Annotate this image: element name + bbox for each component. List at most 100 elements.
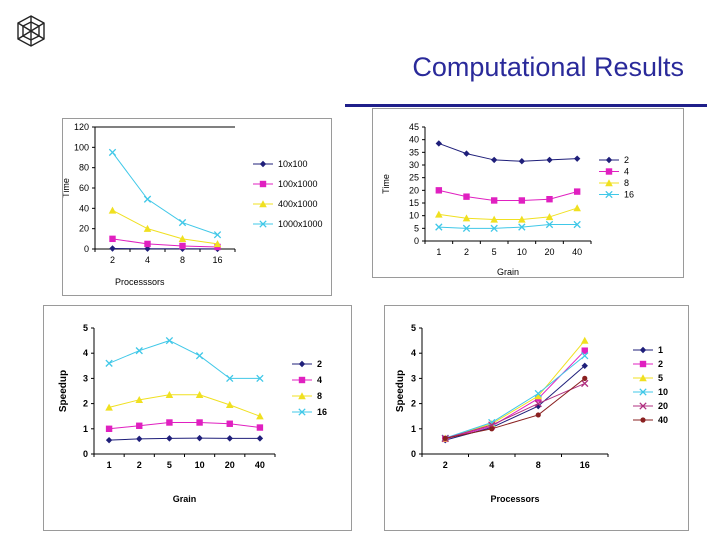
data-point bbox=[144, 240, 151, 248]
data-point bbox=[488, 421, 496, 429]
legend-item-100x1000: 100x1000 bbox=[253, 179, 318, 189]
data-point bbox=[463, 193, 470, 200]
data-point bbox=[462, 224, 471, 232]
data-point bbox=[435, 223, 443, 231]
series-line bbox=[108, 340, 260, 379]
data-point bbox=[105, 403, 113, 411]
legend-marker bbox=[298, 408, 306, 416]
legend-item-1: 1 bbox=[633, 345, 663, 355]
x-tick-label: 16 bbox=[212, 255, 222, 265]
data-point bbox=[534, 389, 542, 398]
chart-svg: 0 20 40 60 80 100 120 2 4 8 16 Processsors Time 10x10… bbox=[63, 122, 323, 287]
legend-marker bbox=[259, 160, 267, 168]
data-point bbox=[545, 220, 554, 229]
legend-label: 2 bbox=[658, 359, 663, 369]
legend-item-4: 4 bbox=[292, 375, 322, 385]
legend-label: 10 bbox=[658, 387, 668, 397]
legend-label: 1 bbox=[658, 345, 663, 355]
data-point bbox=[534, 399, 542, 408]
data-point bbox=[136, 435, 143, 443]
data-point bbox=[581, 362, 588, 369]
legend-item-400x1000: 400x1000 bbox=[253, 199, 318, 209]
y-tick-label: 2 bbox=[411, 399, 416, 409]
x-tick-label: 10 bbox=[195, 460, 205, 470]
data-point bbox=[213, 240, 222, 248]
y-tick-label: 60 bbox=[79, 183, 89, 193]
y-tick-label: 30 bbox=[409, 160, 419, 170]
data-point bbox=[166, 419, 173, 426]
data-point bbox=[518, 158, 526, 165]
x-tick-label: 8 bbox=[180, 255, 185, 265]
data-point bbox=[490, 156, 498, 164]
y-tick-label: 4 bbox=[411, 348, 416, 358]
data-point bbox=[143, 195, 152, 203]
chart-speedup-vs-processors: 0 1 2 3 4 5 2 4 8 16 Processors Speedup 1 2 5 10 20 40 bbox=[384, 305, 689, 531]
data-point bbox=[462, 214, 471, 222]
data-point bbox=[581, 352, 589, 360]
y-tick-label: 2 bbox=[83, 399, 88, 409]
data-point bbox=[489, 426, 495, 432]
series-4 bbox=[105, 419, 264, 432]
data-point bbox=[518, 215, 526, 223]
data-point bbox=[165, 390, 174, 398]
legend-label: 2 bbox=[624, 155, 629, 165]
data-point bbox=[256, 374, 264, 383]
data-point bbox=[105, 436, 113, 444]
data-point bbox=[581, 379, 589, 388]
legend-marker bbox=[605, 168, 613, 175]
x-axis-title: Grain bbox=[497, 267, 519, 277]
chart-time-vs-grain: 0 5 10 15 20 25 30 35 40 45 1 2 5 10 20 40 Grain Time 2 4 8 1… bbox=[372, 108, 684, 278]
y-tick-label: 45 bbox=[409, 122, 419, 132]
legend-label: 16 bbox=[317, 407, 327, 417]
legend-label: 40 bbox=[658, 415, 668, 425]
chart-speedup-vs-grain: 0 1 2 3 4 5 1 2 5 10 20 40 Grain Speedup 2 4 8 16 bbox=[43, 305, 352, 531]
data-point bbox=[179, 242, 186, 250]
x-axis-title: Processors bbox=[490, 494, 539, 504]
y-tick-label: 100 bbox=[74, 142, 89, 152]
legend-marker bbox=[605, 190, 613, 199]
y-tick-label: 5 bbox=[83, 323, 88, 333]
data-point bbox=[109, 245, 116, 252]
data-point bbox=[518, 197, 526, 204]
data-point bbox=[435, 187, 443, 194]
y-tick-label: 5 bbox=[414, 223, 419, 233]
y-tick-label: 35 bbox=[409, 147, 419, 157]
legend-item-2: 2 bbox=[633, 359, 663, 369]
series-line bbox=[109, 422, 260, 430]
legend-marker bbox=[298, 376, 306, 384]
x-tick-label: 4 bbox=[489, 460, 494, 470]
legend-item-16: 16 bbox=[292, 407, 327, 417]
legend-label: 10x100 bbox=[278, 159, 308, 169]
y-tick-label: 1 bbox=[83, 424, 88, 434]
y-tick-label: 15 bbox=[409, 198, 419, 208]
y-tick-label: 3 bbox=[83, 373, 88, 383]
logo-icon bbox=[17, 15, 45, 47]
series-1000x1000 bbox=[108, 148, 222, 239]
data-point bbox=[256, 424, 264, 431]
data-point bbox=[135, 347, 143, 355]
data-point bbox=[256, 412, 264, 420]
y-tick-label: 25 bbox=[409, 173, 419, 183]
x-tick-label: 16 bbox=[580, 460, 590, 470]
series-10 bbox=[441, 352, 589, 442]
series-line bbox=[445, 378, 586, 439]
x-tick-label: 2 bbox=[137, 460, 142, 470]
data-point bbox=[442, 435, 448, 441]
x-tick-label: 5 bbox=[492, 247, 497, 257]
y-tick-label: 20 bbox=[409, 185, 419, 195]
data-point bbox=[573, 155, 581, 162]
series-line bbox=[112, 238, 218, 248]
data-point bbox=[226, 420, 233, 427]
series-2 bbox=[435, 140, 581, 165]
series-line bbox=[445, 382, 585, 439]
y-tick-label: 10 bbox=[409, 211, 419, 221]
series-100x1000 bbox=[109, 235, 221, 251]
data-point bbox=[225, 401, 234, 409]
x-tick-label: 10 bbox=[517, 247, 527, 257]
series-line bbox=[438, 224, 578, 229]
data-point bbox=[105, 359, 113, 367]
series-line bbox=[108, 394, 261, 417]
series-line bbox=[438, 189, 578, 201]
series-line bbox=[109, 437, 260, 441]
y-tick-label: 0 bbox=[411, 449, 416, 459]
